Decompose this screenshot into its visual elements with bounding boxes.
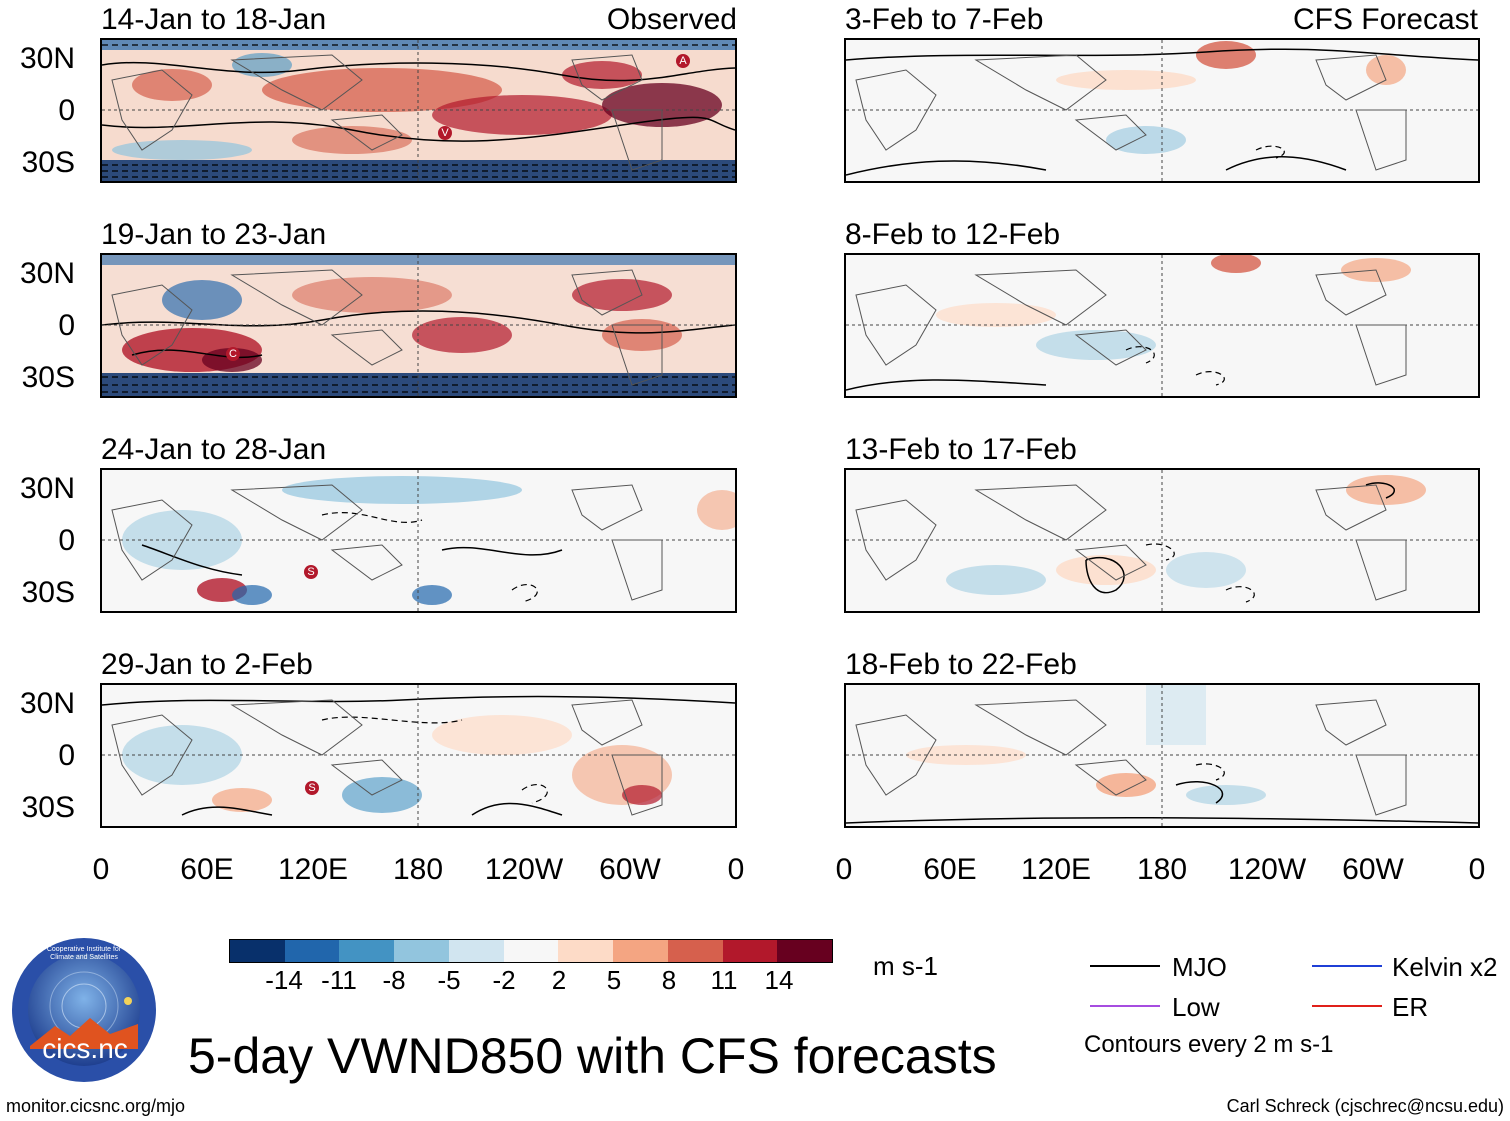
lat-label-30n-2: 30N (19, 257, 75, 290)
cics-logo-graphic (12, 938, 156, 1082)
lat-label-eq-2: 0 (58, 309, 75, 342)
footer-url[interactable]: monitor.cicsnc.org/mjo (6, 1096, 186, 1116)
lat-label-30s-1: 30S (21, 146, 75, 179)
colorbar-segment (667, 940, 723, 962)
colorbar-label: 2 (551, 965, 567, 995)
colorbar-label: -2 (492, 965, 516, 995)
lon-label-right-120w: 120W (1227, 853, 1307, 886)
lon-label-left-0-end: 0 (727, 853, 745, 886)
colorbar-label: -5 (437, 965, 461, 995)
map-fc-3-field (846, 470, 1478, 611)
lat-label-eq-4: 0 (58, 739, 75, 772)
lon-label-right-0: 0 (835, 853, 853, 886)
map-fc-1-field (846, 40, 1478, 181)
lon-label-left-120w: 120W (484, 853, 564, 886)
footer-credit: Carl Schreck (cjschrec@ncsu.edu) (1226, 1096, 1504, 1116)
colorbar-units: m s-1 (873, 951, 938, 981)
map-obs-2-field (102, 255, 735, 396)
lon-label-left-180: 180 (392, 853, 444, 886)
lon-label-right-0-end: 0 (1468, 853, 1486, 886)
lat-label-eq-3: 0 (58, 524, 75, 557)
colorbar-segment (503, 940, 559, 962)
panel-title-obs-1: 14-Jan to 18-Jan (101, 3, 327, 36)
colorbar (229, 939, 833, 963)
panel-title-obs-3: 24-Jan to 28-Jan (101, 433, 327, 466)
lon-label-left-0: 0 (92, 853, 110, 886)
map-fc-1 (844, 38, 1480, 183)
colorbar-segment (394, 940, 449, 962)
legend-label-kelvin: Kelvin x2 (1392, 952, 1498, 982)
map-obs-2: C (100, 253, 737, 398)
map-obs-1-field (102, 40, 735, 181)
colorbar-label: 14 (764, 965, 794, 995)
colorbar-label: -11 (321, 965, 357, 995)
colorbar-segment (722, 940, 778, 962)
colorbar-label: 8 (661, 965, 677, 995)
marker-obs-1-a: A (676, 54, 690, 68)
lon-label-right-180: 180 (1136, 853, 1188, 886)
logo-ring-text: Cooperative Institute for Climate and Sa… (46, 946, 122, 961)
main-title: 5-day VWND850 with CFS forecasts (188, 1028, 997, 1084)
legend-label-mjo: MJO (1172, 952, 1227, 982)
panel-title-fc-3: 13-Feb to 17-Feb (845, 433, 1077, 466)
colorbar-label: -8 (382, 965, 406, 995)
map-fc-3 (844, 468, 1480, 613)
lat-label-eq-1: 0 (58, 94, 75, 127)
map-fc-4 (844, 683, 1480, 828)
colorbar-segment (339, 940, 395, 962)
observed-tag: Observed (606, 3, 737, 36)
legend-line-low (1090, 1005, 1160, 1007)
colorbar-segment (613, 940, 668, 962)
panel-title-fc-4: 18-Feb to 22-Feb (845, 648, 1077, 681)
panel-title-obs-4: 29-Jan to 2-Feb (101, 648, 313, 681)
colorbar-segment (558, 940, 614, 962)
marker-obs-4-s: S (305, 781, 319, 795)
lat-label-30s-2: 30S (21, 361, 75, 394)
legend-line-kelvin (1312, 965, 1382, 967)
colorbar-label: 11 (710, 965, 738, 995)
legend-line-er (1312, 1005, 1382, 1007)
lon-label-right-60e: 60E (923, 853, 977, 886)
marker-obs-3-s: S (304, 565, 318, 579)
colorbar-segment (448, 940, 504, 962)
map-obs-4: S (100, 683, 737, 828)
lat-label-30s-3: 30S (21, 576, 75, 609)
colorbar-segment (230, 940, 285, 962)
lon-label-right-120e: 120E (1020, 853, 1092, 886)
map-obs-1: A V (100, 38, 737, 183)
panel-title-fc-1: 3-Feb to 7-Feb (845, 3, 1044, 36)
marker-obs-2-c: C (226, 347, 240, 361)
lat-label-30n-3: 30N (19, 472, 75, 505)
map-fc-2 (844, 253, 1480, 398)
map-fc-2-field (846, 255, 1478, 396)
lon-label-left-60w: 60W (599, 853, 661, 886)
panel-title-obs-2: 19-Jan to 23-Jan (101, 218, 327, 251)
map-obs-3: S (100, 468, 737, 613)
legend-contours-note: Contours every 2 m s-1 (1084, 1031, 1334, 1058)
colorbar-segment (284, 940, 340, 962)
panel-title-fc-2: 8-Feb to 12-Feb (845, 218, 1061, 251)
lat-label-30s-4: 30S (21, 791, 75, 824)
map-obs-4-field (102, 685, 735, 826)
lon-label-right-60w: 60W (1342, 853, 1404, 886)
map-obs-3-field (102, 470, 735, 611)
cics-logo: Cooperative Institute for Climate and Sa… (10, 936, 158, 1084)
colorbar-label: 5 (606, 965, 622, 995)
marker-obs-1-v: V (438, 126, 452, 140)
lon-label-left-120e: 120E (277, 853, 349, 886)
lat-label-30n-4: 30N (19, 687, 75, 720)
lon-label-left-60e: 60E (180, 853, 234, 886)
legend-label-er: ER (1392, 992, 1429, 1022)
forecast-tag: CFS Forecast (1292, 3, 1478, 36)
legend-line-mjo (1090, 965, 1160, 967)
colorbar-label: -14 (265, 965, 303, 995)
logo-wordmark: cics.nc (42, 1033, 128, 1064)
legend-label-low: Low (1172, 992, 1220, 1022)
lat-label-30n-1: 30N (19, 42, 75, 75)
colorbar-segment (777, 940, 833, 962)
map-fc-4-field (846, 685, 1478, 826)
